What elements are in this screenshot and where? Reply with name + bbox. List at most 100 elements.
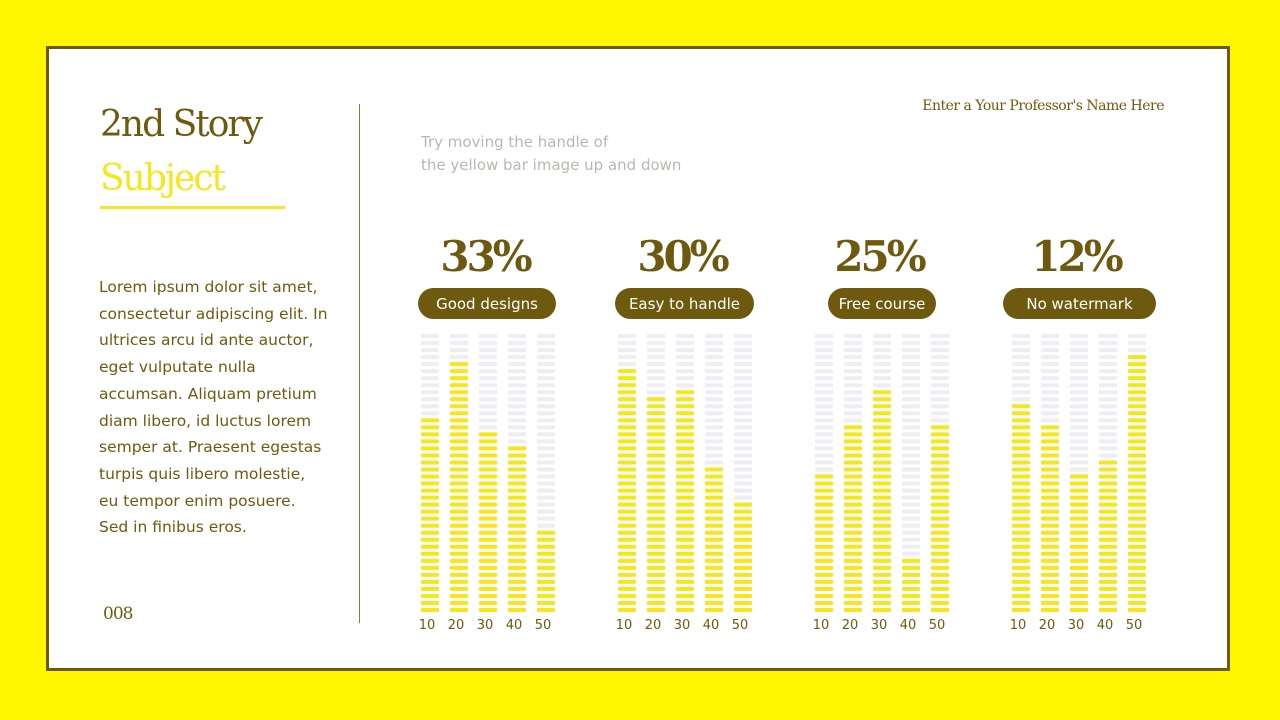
- bar-segment-empty: [873, 348, 891, 353]
- bar-segment-filled: [1012, 467, 1030, 472]
- bar[interactable]: [734, 334, 752, 612]
- bar-segment-filled: [1070, 544, 1088, 549]
- bar[interactable]: [479, 334, 497, 612]
- bar-segment-filled: [450, 460, 468, 465]
- bar-segment-filled: [1012, 608, 1030, 612]
- bar[interactable]: [676, 334, 694, 612]
- bar[interactable]: [421, 334, 439, 612]
- bar-segment-filled: [647, 439, 665, 444]
- bar-segment-filled: [450, 544, 468, 549]
- bar-segment-filled: [618, 551, 636, 556]
- bar-segment-filled: [1128, 593, 1146, 598]
- bar[interactable]: [1099, 334, 1117, 612]
- bar-segment-filled: [1012, 404, 1030, 409]
- bar-segment-filled: [705, 586, 723, 591]
- bar[interactable]: [647, 334, 665, 612]
- bar-segment-filled: [450, 481, 468, 486]
- bar-segment-filled: [931, 558, 949, 563]
- bar-segment-filled: [902, 579, 920, 584]
- bar-segment-filled: [1041, 474, 1059, 479]
- tick-label: 20: [1038, 618, 1056, 633]
- bar-segment-filled: [618, 418, 636, 423]
- bar-segment-filled: [450, 586, 468, 591]
- bar-segment-empty: [1041, 376, 1059, 381]
- bar-segment-filled: [479, 608, 497, 612]
- bar-segment-filled: [815, 586, 833, 591]
- bar-segment-empty: [844, 397, 862, 402]
- bar[interactable]: [902, 334, 920, 612]
- bar-segment-filled: [1128, 481, 1146, 486]
- bar-segment-filled: [1041, 565, 1059, 570]
- bar[interactable]: [1070, 334, 1088, 612]
- bar-segment-empty: [734, 488, 752, 493]
- bar-segment-filled: [618, 544, 636, 549]
- bar-segment-empty: [1012, 369, 1030, 374]
- bar[interactable]: [705, 334, 723, 612]
- bar[interactable]: [450, 334, 468, 612]
- bar-segment-filled: [676, 502, 694, 507]
- bar[interactable]: [1128, 334, 1146, 612]
- bar[interactable]: [537, 334, 555, 612]
- hint-line-2: the yellow bar image up and down: [421, 156, 682, 174]
- bar-segment-filled: [647, 432, 665, 437]
- bar-segment-filled: [479, 467, 497, 472]
- bar-segment-filled: [421, 453, 439, 458]
- tick-label: 30: [870, 618, 888, 633]
- bar-segment-empty: [421, 341, 439, 346]
- bar-segment-filled: [1070, 474, 1088, 479]
- bar-segment-empty: [1041, 397, 1059, 402]
- bar[interactable]: [1041, 334, 1059, 612]
- bar-segment-filled: [508, 565, 526, 570]
- bar-segment-empty: [508, 362, 526, 367]
- bar-segment-empty: [1070, 432, 1088, 437]
- bar-segment-filled: [1099, 481, 1117, 486]
- bar-segment-filled: [479, 572, 497, 577]
- bar-segment-filled: [421, 565, 439, 570]
- bar-segment-filled: [479, 453, 497, 458]
- bar-segment-filled: [1012, 425, 1030, 430]
- bar-segment-filled: [1041, 467, 1059, 472]
- bar-segment-filled: [479, 460, 497, 465]
- bar-segment-filled: [647, 572, 665, 577]
- bar-segment-filled: [902, 572, 920, 577]
- bar-segment-empty: [705, 341, 723, 346]
- bar-segment-empty: [815, 418, 833, 423]
- bar-segment-filled: [873, 474, 891, 479]
- bar[interactable]: [1012, 334, 1030, 612]
- bar-segment-empty: [537, 467, 555, 472]
- bar-segment-empty: [734, 446, 752, 451]
- bar-segment-filled: [1070, 558, 1088, 563]
- bar[interactable]: [618, 334, 636, 612]
- bar-segment-filled: [873, 418, 891, 423]
- bar-segment-empty: [450, 355, 468, 360]
- bar-segment-empty: [873, 376, 891, 381]
- bar-segment-filled: [647, 516, 665, 521]
- bar[interactable]: [873, 334, 891, 612]
- title-underline: [100, 206, 285, 209]
- bar-segment-empty: [844, 390, 862, 395]
- bar-segment-empty: [1099, 446, 1117, 451]
- bar[interactable]: [508, 334, 526, 612]
- percent-label-3: 25%: [834, 232, 926, 281]
- bar-segment-empty: [931, 348, 949, 353]
- bar-segment-filled: [647, 530, 665, 535]
- bar-segment-filled: [873, 600, 891, 605]
- bar-segment-filled: [931, 509, 949, 514]
- bar-segment-filled: [1070, 565, 1088, 570]
- bar-segment-filled: [1128, 544, 1146, 549]
- bar-segment-empty: [931, 418, 949, 423]
- bar-segment-empty: [421, 334, 439, 339]
- bar-segment-filled: [676, 586, 694, 591]
- bar-segment-filled: [1012, 432, 1030, 437]
- bar[interactable]: [844, 334, 862, 612]
- bar-segment-empty: [421, 348, 439, 353]
- bar-segment-filled: [450, 537, 468, 542]
- bar[interactable]: [815, 334, 833, 612]
- bar[interactable]: [931, 334, 949, 612]
- bar-segment-empty: [508, 341, 526, 346]
- bar-segment-empty: [508, 432, 526, 437]
- bar-segment-filled: [618, 383, 636, 388]
- bar-segment-filled: [676, 565, 694, 570]
- bar-segment-empty: [676, 376, 694, 381]
- bar-segment-filled: [705, 516, 723, 521]
